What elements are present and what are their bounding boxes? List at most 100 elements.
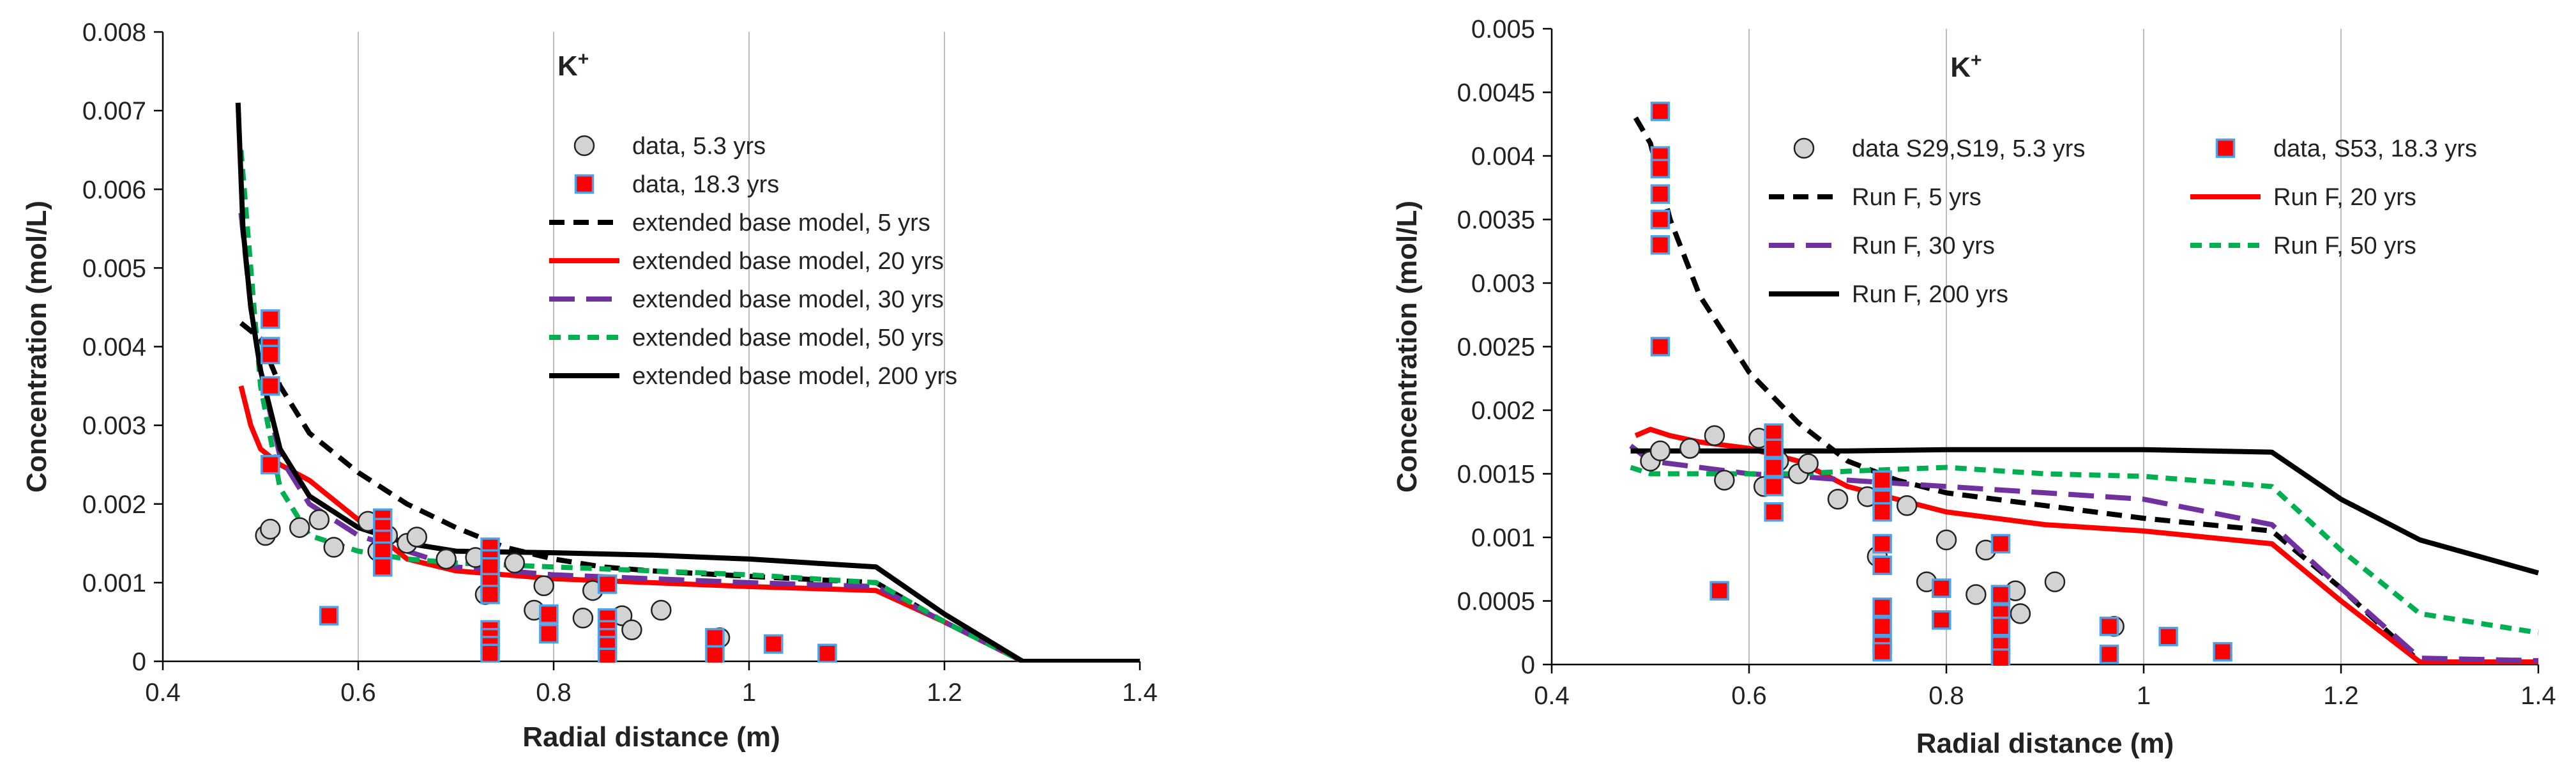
data-point-square	[261, 454, 280, 475]
data-point-square	[1764, 477, 1784, 496]
data-point-square	[480, 643, 500, 663]
data-point-square	[705, 645, 725, 663]
legend-label: Run F, 50 yrs	[2273, 233, 2416, 259]
data-point-square	[705, 627, 725, 648]
y-tick-label: 0.001	[1471, 524, 1535, 552]
data-point-square	[597, 574, 617, 594]
data-point-circle	[572, 608, 594, 629]
data-point-square	[1764, 438, 1784, 458]
legend-square-swatch	[574, 174, 595, 194]
x-tick-label: 1.2	[927, 679, 962, 707]
data-point-square	[261, 344, 280, 365]
legend-item: extended base model, 200 yrs	[549, 363, 957, 390]
data-point-square	[1872, 555, 1892, 576]
legend-item: data S29,S19, 5.3 yrs	[1793, 135, 2085, 162]
data-point-circle	[406, 527, 428, 548]
data-point-square	[539, 624, 559, 644]
data-point-circle	[651, 599, 672, 621]
data-point-square	[1650, 158, 1671, 179]
legend-item: extended base model, 5 yrs	[549, 210, 930, 236]
data-point-square	[2099, 617, 2119, 636]
data-point-circle	[436, 548, 457, 570]
plot-area	[235, 102, 1140, 663]
data-point-circle	[289, 517, 310, 538]
y-tick-label: 0.0015	[1457, 461, 1535, 489]
legend-item: data, 18.3 yrs	[574, 171, 779, 198]
legend-item: Run F, 5 yrs	[1769, 184, 1981, 211]
right-chart: 0 0.0005 0.001 0.0015 0.002 0.0025 0.003 0.0035…	[1391, 15, 2556, 759]
legend-item: Run F, 50 yrs	[2190, 233, 2416, 259]
data-point-circle	[1798, 453, 1819, 474]
data-point-square	[1650, 184, 1671, 204]
series-line	[1630, 465, 2539, 636]
legend-circle-swatch	[1793, 137, 1815, 159]
data-point-square	[2099, 644, 2119, 665]
legend-label: Run F, 30 yrs	[1852, 233, 1995, 259]
legend-label: extended base model, 50 yrs	[632, 325, 944, 351]
x-axis-title: Radial distance (m)	[522, 721, 780, 753]
series-line	[238, 150, 1140, 663]
data-point-square	[1764, 457, 1784, 477]
y-tick-label: 0.002	[1471, 397, 1535, 425]
legend-item: extended base model, 50 yrs	[549, 325, 944, 351]
legend-item: extended base model, 20 yrs	[549, 248, 944, 275]
legend-circle-swatch	[573, 135, 595, 157]
data-point-square	[261, 376, 280, 396]
y-tick-label: 0.007	[82, 97, 146, 125]
legend-label: data, S53, 18.3 yrs	[2273, 135, 2477, 162]
data-point-circle	[1679, 438, 1701, 459]
data-point-square	[1872, 470, 1892, 490]
y-tick-label: 0.005	[82, 254, 146, 282]
data-point-square	[1932, 610, 1951, 630]
data-point-square	[373, 557, 393, 577]
x-tick-label: 1.2	[2323, 682, 2359, 710]
data-point-square	[261, 309, 280, 329]
data-point-circle	[1936, 529, 1957, 551]
chart-title: K+	[1950, 50, 1981, 83]
series-line	[1630, 447, 2540, 576]
series-line	[1634, 426, 2538, 665]
legend-label: Run F, 200 yrs	[1852, 281, 2008, 308]
series-line	[235, 102, 1140, 663]
data-point-square	[1764, 502, 1784, 522]
data-point-circle	[1827, 489, 1849, 510]
y-axis-title: Concentration (mol/L)	[21, 201, 52, 493]
data-point-square	[1932, 578, 1951, 598]
legend-item: data, 5.3 yrs	[573, 133, 766, 160]
data-point-circle	[2010, 603, 2031, 624]
legend-label: extended base model, 30 yrs	[632, 286, 944, 313]
y-tick-label: 0.0025	[1457, 334, 1535, 362]
data-point-circle	[1966, 584, 1987, 605]
data-point-square	[817, 643, 837, 663]
x-tick-label: 1.4	[2520, 682, 2556, 710]
legend: data, 5.3 yrs data, 18.3 yrs extended base…	[549, 133, 957, 390]
plot-area	[1629, 102, 2540, 666]
data-point-circle	[323, 537, 344, 558]
y-tick-label: 0.001	[82, 569, 146, 597]
data-point-square	[539, 604, 559, 624]
data-point-circle	[1896, 495, 1918, 516]
y-tick-label: 0.004	[82, 334, 146, 362]
data-point-square	[1709, 581, 1729, 601]
legend-label: data, 18.3 yrs	[632, 171, 779, 198]
x-axis-title: Radial distance (m)	[1916, 728, 2174, 759]
y-tick-label: 0	[132, 648, 146, 676]
data-point-circle	[2044, 571, 2066, 592]
legend-item: Run F, 30 yrs	[1769, 233, 1995, 259]
data-point-square	[1872, 534, 1892, 554]
legend-label: Run F, 5 yrs	[1852, 184, 1981, 211]
data-point-square	[1872, 642, 1892, 662]
legend: data S29,S19, 5.3 yrs data, S53, 18.3 yrs…	[1769, 135, 2477, 308]
x-tick-label: 1	[2137, 682, 2151, 710]
data-point-square	[1650, 210, 1671, 229]
x-tick-label: 0.8	[536, 679, 572, 707]
y-tick-label: 0.008	[82, 19, 146, 47]
data-point-circle	[260, 518, 281, 540]
legend-label: data S29,S19, 5.3 yrs	[1852, 135, 2085, 162]
data-point-circle	[1704, 425, 1725, 447]
data-point-circle	[621, 619, 642, 640]
y-tick-label: 0.003	[1471, 270, 1535, 298]
data-point-square	[1990, 648, 2011, 666]
data-point-circle	[533, 575, 554, 597]
y-tick-label: 0	[1521, 651, 1535, 679]
